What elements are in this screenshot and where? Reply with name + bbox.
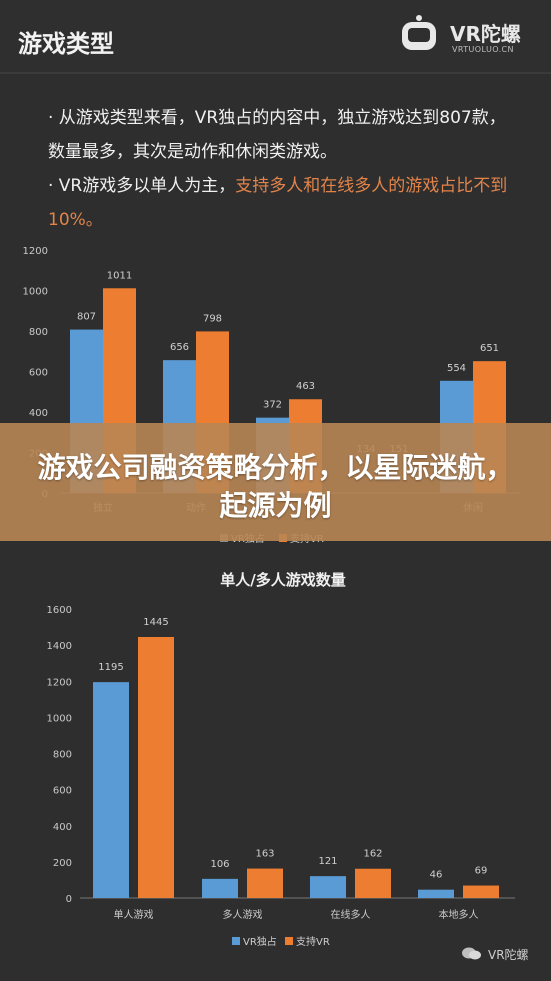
page-title: 游戏类型 xyxy=(18,30,114,58)
wechat-icon xyxy=(462,947,481,960)
chart2-data-label: 69 xyxy=(475,866,488,877)
chart2-category-label: 在线多人 xyxy=(331,908,371,921)
chart2-ytick-label: 1200 xyxy=(47,677,72,688)
chart2-ytick-label: 1000 xyxy=(47,713,72,724)
chart2-ytick-label: 1400 xyxy=(47,641,72,652)
chart1-ytick-label: 600 xyxy=(29,368,48,379)
chart1-partial-data-label: 463 xyxy=(296,381,315,392)
chart2-legend-swatch-blue xyxy=(232,937,240,945)
chart2-category-label: 单人游戏 xyxy=(114,908,154,921)
chart2-bar xyxy=(247,868,283,898)
chart2-data-label: 1445 xyxy=(143,617,168,628)
banner-title: 游戏公司融资策略分析，以星际迷航，起源为例 xyxy=(37,451,514,522)
title-banner: 游戏公司融资策略分析，以星际迷航，起源为例 xyxy=(0,423,551,541)
bullet-2: · VR游戏多以单人为主，支持多人和在线多人的游戏占比不到10%。 xyxy=(48,169,508,237)
chart1-data-label: 651 xyxy=(480,343,499,354)
chart1-data-label: 807 xyxy=(77,312,96,323)
chart1-data-label: 656 xyxy=(170,342,189,353)
chart2-data-label: 121 xyxy=(318,856,337,867)
chart1-partial-data-label: 372 xyxy=(263,400,282,411)
chart1-ytick-label: 400 xyxy=(29,408,48,419)
chart2-ytick-label: 800 xyxy=(53,750,72,761)
chart2-data-label: 163 xyxy=(255,849,274,860)
chart2-legend-label: 支持VR xyxy=(296,935,330,948)
bullet-2-plain: · VR游戏多以单人为主， xyxy=(48,176,236,196)
chart2-bar xyxy=(93,682,129,898)
bullet-list: · 从游戏类型来看，VR独占的内容中，独立游戏达到807款，数量最多，其次是动作… xyxy=(48,101,508,237)
chart1-data-label: 798 xyxy=(203,313,222,324)
chart2-bar xyxy=(355,868,391,898)
chart2-data-label: 162 xyxy=(363,849,382,860)
chart2-ytick-label: 200 xyxy=(53,858,72,869)
chart2-bar xyxy=(463,885,499,898)
chart2-data-label: 46 xyxy=(430,870,443,881)
chart1-data-label: 554 xyxy=(447,363,466,374)
chart2-legend-label: VR独占 xyxy=(243,935,277,948)
chart1-data-label: 1011 xyxy=(107,270,132,281)
chart1-ytick-label: 1200 xyxy=(23,246,48,257)
chart2-ytick-label: 400 xyxy=(53,822,72,833)
bullet-2-highlight: 支持多人和在线多人的游戏占比不到10%。 xyxy=(48,176,508,230)
logo-subtext: VRTUOLUO.CN xyxy=(452,45,514,54)
bullet-1: · 从游戏类型来看，VR独占的内容中，独立游戏达到807款，数量最多，其次是动作… xyxy=(48,108,506,162)
chart2-ytick-label: 0 xyxy=(66,894,72,905)
chart2-ytick-label: 1600 xyxy=(47,605,72,616)
logo-icon xyxy=(402,15,436,50)
chart2-category-label: 本地多人 xyxy=(439,908,479,921)
header: 游戏类型 VR陀螺 VRTUOLUO.CN xyxy=(0,0,551,72)
chart2-bar xyxy=(202,878,238,898)
chart2-legend-swatch-orange xyxy=(285,937,293,945)
divider xyxy=(0,72,551,74)
chart1-ytick-label: 1000 xyxy=(23,287,48,298)
chart2-category-label: 多人游戏 xyxy=(223,908,263,921)
chart1-ytick-label: 800 xyxy=(29,327,48,338)
chart2-bar xyxy=(418,889,454,898)
chart2-ytick-label: 600 xyxy=(53,786,72,797)
logo-text: VR陀螺 xyxy=(450,22,521,46)
chart2-bar xyxy=(138,636,174,898)
chart2-bar xyxy=(310,876,346,898)
chart2-data-label: 1195 xyxy=(98,662,123,673)
wechat-account: VR陀螺 xyxy=(488,948,529,962)
chart2-data-label: 106 xyxy=(210,859,229,870)
chart2-title: 单人/多人游戏数量 xyxy=(220,571,345,589)
